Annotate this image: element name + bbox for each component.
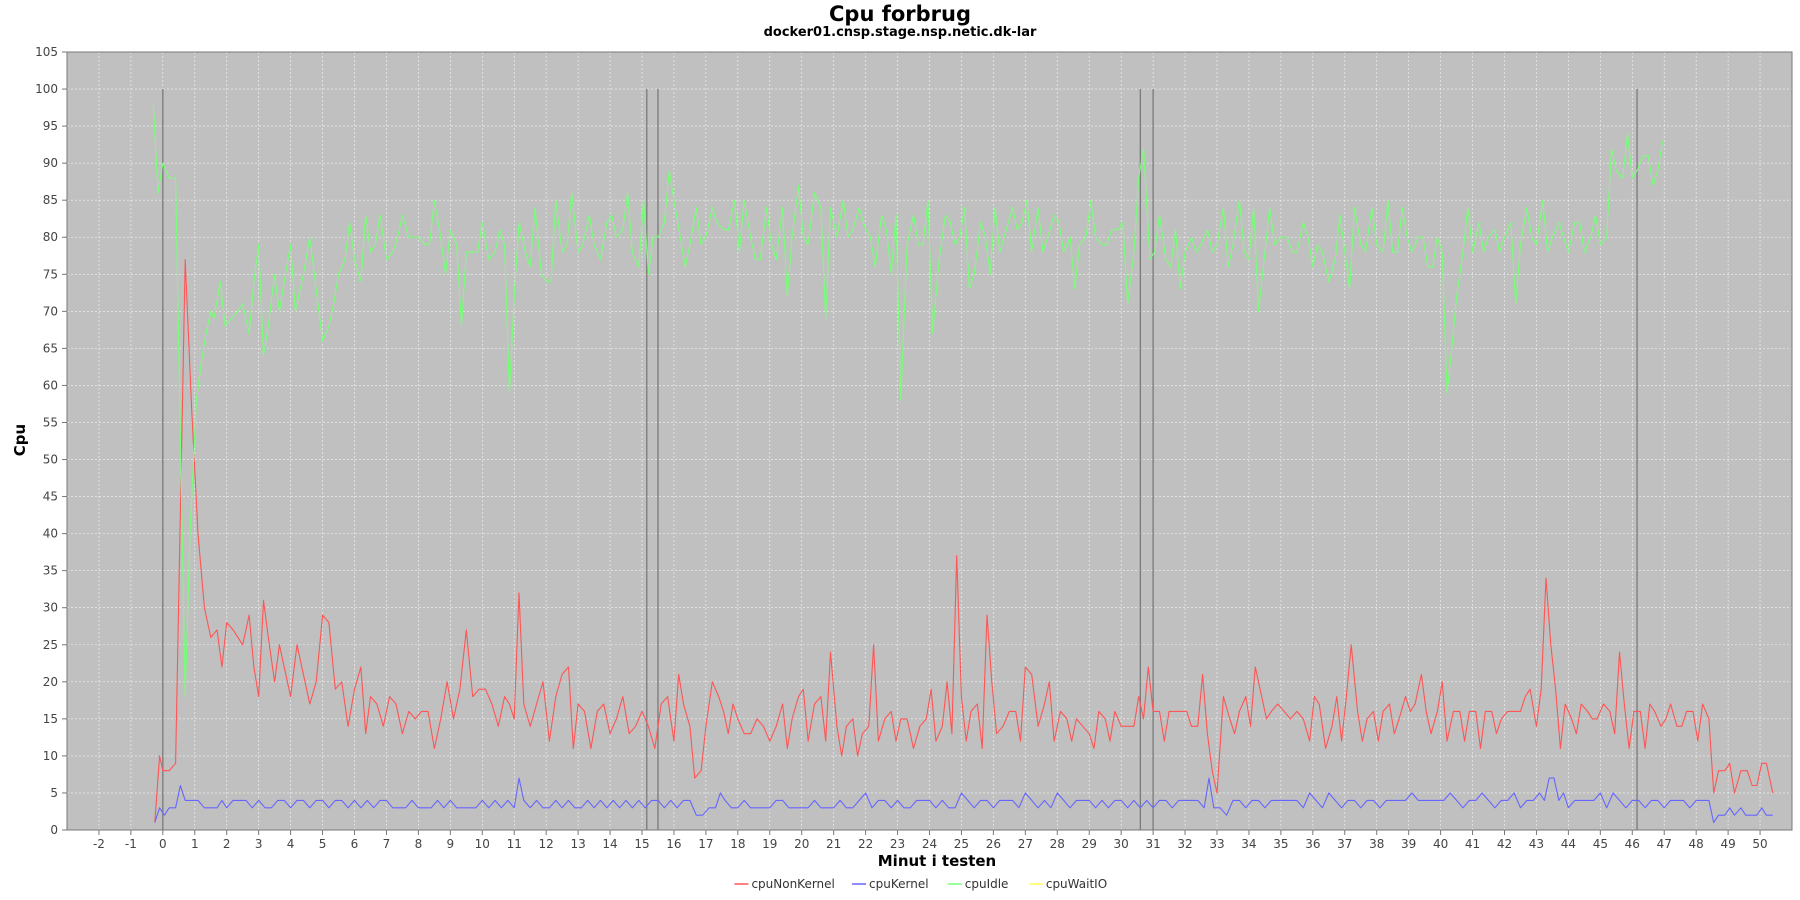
y-tick-label: 25 <box>43 638 58 652</box>
legend-label-cpuWaitIO: cpuWaitIO <box>1046 877 1107 891</box>
x-tick-label: 39 <box>1401 837 1416 851</box>
x-tick-label: 31 <box>1145 837 1160 851</box>
x-tick-label: 13 <box>570 837 585 851</box>
x-tick-label: 19 <box>762 837 777 851</box>
x-tick-label: 38 <box>1369 837 1384 851</box>
x-tick-label: 34 <box>1241 837 1256 851</box>
x-tick-label: 29 <box>1082 837 1097 851</box>
x-axis-label: Minut i testen <box>878 852 996 870</box>
x-tick-label: 35 <box>1273 837 1288 851</box>
x-tick-label: 6 <box>351 837 359 851</box>
x-tick-label: 9 <box>447 837 455 851</box>
x-tick-label: 37 <box>1337 837 1352 851</box>
y-tick-label: 50 <box>43 453 58 467</box>
chart-subtitle: docker01.cnsp.stage.nsp.netic.dk-lar <box>763 25 1037 40</box>
x-tick-label: 14 <box>602 837 617 851</box>
x-tick-label: 48 <box>1689 837 1704 851</box>
x-tick-label: 3 <box>255 837 263 851</box>
series-line-cpuKernel <box>154 777 1773 824</box>
x-tick-label: 30 <box>1114 837 1129 851</box>
x-tick-label: 45 <box>1593 837 1608 851</box>
chart-title: Cpu forbrug <box>829 2 971 26</box>
x-tick-label: 2 <box>223 837 231 851</box>
x-tick-label: 20 <box>794 837 809 851</box>
x-tick-label: 32 <box>1177 837 1192 851</box>
x-tick-label: 15 <box>634 837 649 851</box>
legend-label-cpuKernel: cpuKernel <box>869 877 929 891</box>
x-tick-label: 49 <box>1720 837 1735 851</box>
x-tick-label: 4 <box>287 837 295 851</box>
legend-label-cpuNonKernel: cpuNonKernel <box>751 877 834 891</box>
y-tick-label: 40 <box>43 527 58 541</box>
plot-border <box>66 51 1793 831</box>
x-tick-label: -1 <box>125 837 137 851</box>
x-tick-label: 11 <box>507 837 522 851</box>
x-tick-label: 41 <box>1465 837 1480 851</box>
y-tick-label: 35 <box>43 564 58 578</box>
x-tick-label: 44 <box>1561 837 1576 851</box>
y-tick-label: 95 <box>43 119 58 133</box>
y-tick-label: 60 <box>43 378 58 392</box>
y-tick-label: 30 <box>43 601 58 615</box>
x-tick-label: 33 <box>1209 837 1224 851</box>
x-tick-label: 22 <box>858 837 873 851</box>
series-line-cpuIdle <box>152 103 1664 698</box>
y-tick-label: 10 <box>43 749 58 763</box>
y-tick-label: 20 <box>43 675 58 689</box>
x-tick-label: 25 <box>954 837 969 851</box>
x-tick-label: 12 <box>539 837 554 851</box>
x-tick-label: 0 <box>159 837 167 851</box>
x-tick-label: 21 <box>826 837 841 851</box>
x-tick-label: 24 <box>922 837 937 851</box>
x-tick-label: 43 <box>1529 837 1544 851</box>
x-tick-label: 16 <box>666 837 681 851</box>
x-tick-label: 26 <box>986 837 1001 851</box>
x-tick-label: 50 <box>1752 837 1767 851</box>
y-tick-label: 105 <box>35 45 58 59</box>
y-tick-label: 45 <box>43 490 58 504</box>
x-tick-label: 10 <box>475 837 490 851</box>
y-tick-label: 55 <box>43 415 58 429</box>
y-tick-label: 0 <box>50 823 58 837</box>
y-axis-label: Cpu <box>11 424 29 456</box>
x-tick-label: 1 <box>191 837 199 851</box>
y-tick-label: 15 <box>43 712 58 726</box>
x-tick-label: 7 <box>383 837 391 851</box>
x-tick-label: 27 <box>1018 837 1033 851</box>
x-tick-label: 40 <box>1433 837 1448 851</box>
x-tick-label: 47 <box>1657 837 1672 851</box>
y-tick-label: 65 <box>43 341 58 355</box>
x-tick-label: 18 <box>730 837 745 851</box>
x-tick-label: 23 <box>890 837 905 851</box>
x-tick-label: 36 <box>1305 837 1320 851</box>
y-tick-label: 100 <box>35 82 58 96</box>
y-tick-label: 70 <box>43 304 58 318</box>
x-tick-label: 17 <box>698 837 713 851</box>
y-tick-label: 90 <box>43 156 58 170</box>
x-tick-label: 8 <box>415 837 423 851</box>
legend-label-cpuIdle: cpuIdle <box>965 877 1009 891</box>
x-tick-label: 46 <box>1625 837 1640 851</box>
x-tick-label: 28 <box>1050 837 1065 851</box>
y-tick-label: 75 <box>43 267 58 281</box>
x-tick-label: 42 <box>1497 837 1512 851</box>
y-tick-label: 80 <box>43 230 58 244</box>
series-line-cpuNonKernel <box>154 258 1774 823</box>
y-tick-label: 85 <box>43 193 58 207</box>
x-tick-label: 5 <box>319 837 327 851</box>
y-tick-label: 5 <box>50 786 58 800</box>
x-tick-label: -2 <box>93 837 105 851</box>
